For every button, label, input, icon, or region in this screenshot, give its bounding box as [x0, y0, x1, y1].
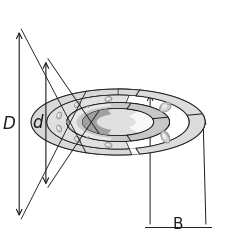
Ellipse shape [162, 105, 167, 109]
Ellipse shape [74, 137, 80, 142]
Polygon shape [31, 89, 132, 155]
Ellipse shape [106, 144, 109, 146]
Polygon shape [69, 104, 112, 141]
Ellipse shape [162, 134, 166, 139]
Polygon shape [127, 103, 170, 127]
Ellipse shape [161, 131, 170, 141]
Polygon shape [129, 113, 170, 140]
Ellipse shape [57, 125, 62, 132]
Polygon shape [127, 117, 170, 141]
Ellipse shape [75, 138, 78, 140]
Polygon shape [82, 109, 112, 135]
Ellipse shape [75, 138, 78, 140]
Text: d: d [33, 114, 43, 132]
Ellipse shape [57, 113, 59, 117]
Ellipse shape [105, 143, 112, 147]
Ellipse shape [57, 126, 59, 130]
Ellipse shape [106, 98, 109, 100]
Polygon shape [118, 89, 145, 96]
Ellipse shape [162, 132, 166, 138]
Polygon shape [136, 90, 205, 130]
Ellipse shape [74, 102, 80, 108]
Ellipse shape [57, 125, 62, 132]
Ellipse shape [160, 102, 171, 110]
Ellipse shape [57, 113, 59, 117]
Polygon shape [129, 104, 170, 131]
Ellipse shape [106, 98, 109, 100]
Text: B: B [173, 217, 183, 232]
Ellipse shape [162, 104, 167, 107]
Ellipse shape [161, 132, 170, 143]
Text: D: D [3, 115, 16, 133]
Ellipse shape [105, 97, 112, 101]
Polygon shape [47, 95, 129, 149]
Ellipse shape [74, 137, 80, 142]
Ellipse shape [57, 112, 62, 119]
Ellipse shape [75, 103, 78, 106]
Polygon shape [67, 102, 134, 142]
Polygon shape [82, 108, 154, 136]
Ellipse shape [106, 144, 109, 146]
Ellipse shape [75, 103, 78, 106]
Polygon shape [136, 114, 205, 154]
Ellipse shape [160, 104, 171, 112]
Ellipse shape [74, 102, 80, 108]
Ellipse shape [105, 143, 112, 147]
Ellipse shape [57, 112, 62, 119]
Ellipse shape [105, 97, 112, 101]
Ellipse shape [57, 126, 59, 130]
Polygon shape [128, 111, 154, 133]
